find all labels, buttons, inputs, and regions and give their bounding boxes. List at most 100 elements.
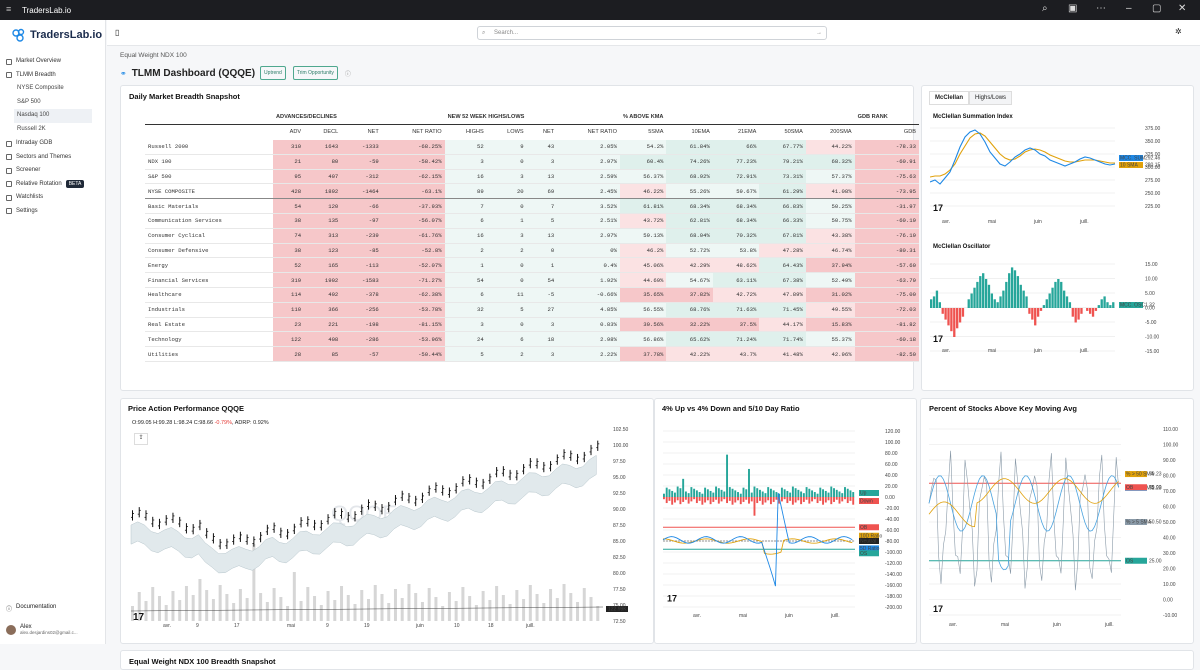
sidebar-item-screener[interactable]: Screener <box>0 164 106 178</box>
column-header[interactable]: NET RATIO <box>587 129 617 136</box>
summation-chart[interactable]: 375.00 350.00 325.00 300.00 275.00 250.00 225.… <box>930 122 1190 234</box>
close-icon[interactable]: ✕ <box>1178 3 1187 14</box>
table-row[interactable]: Russell 2000 310 1643 -1333 -68.25% 52 9 43 2.05… <box>145 139 919 155</box>
table-cell: 68.76% <box>666 302 713 318</box>
down-bar <box>704 497 707 503</box>
table-cell: 53.8% <box>712 243 760 258</box>
ratio-chart[interactable]: 120.00 100.00 80.00 60.00 40.00 20.00 0.00 -20.… <box>655 417 917 643</box>
sidebar-item-market-overview[interactable]: Market Overview <box>0 55 106 69</box>
table-row[interactable]: S&P 500 95 407 -312 -62.15% 16 3 13 2.59% 56.37% 6… <box>145 169 919 184</box>
oscillator-bar <box>958 308 962 323</box>
oscillator-bar <box>944 308 947 320</box>
column-header[interactable]: 10EMA <box>691 129 710 136</box>
tab-mcclellan[interactable]: McClellan <box>929 91 970 105</box>
up-bar <box>824 490 827 497</box>
y-tick: 15.00 <box>1145 262 1158 268</box>
zoom-icon[interactable]: ⌕ <box>1042 3 1048 14</box>
more-icon[interactable]: ⋯ <box>1096 3 1106 14</box>
sidebar-item-label: Screener <box>16 167 41 173</box>
oscillator-bar <box>1100 299 1103 308</box>
table-cell: 54 <box>444 272 487 288</box>
user-menu[interactable]: Alex alex.desjardins02@gmail.c... <box>6 624 78 635</box>
sidebar-item-s-p-500[interactable]: S&P 500 <box>0 96 106 110</box>
sidebar-item-nasdaq-100[interactable]: Nasdaq 100 <box>14 109 92 123</box>
table-row[interactable]: Industrials 110 366 -256 -53.78% 32 5 27 4.85% 56… <box>145 302 919 318</box>
series-label: Up <box>860 491 867 497</box>
sidebar-item-settings[interactable]: Settings <box>0 205 106 219</box>
y-tick: -100.00 <box>885 550 902 556</box>
maximize-icon[interactable]: ▢ <box>1152 3 1162 14</box>
table-cell: 18 <box>526 331 558 347</box>
series-value: 72.23 <box>1149 485 1162 491</box>
table-cell: 3 <box>444 317 487 332</box>
oscillator-bar <box>1071 308 1074 317</box>
mcc-sum-label: MCC. SUM <box>1120 156 1145 162</box>
table-cell: 32 <box>444 302 487 318</box>
oscillator-bar <box>1013 270 1017 308</box>
table-cell: 23 <box>273 317 305 332</box>
tradingview-logo: 17 <box>933 203 943 213</box>
column-header[interactable]: 5SMA <box>648 129 664 136</box>
sidebar-item-russell-2k[interactable]: Russell 2K <box>0 123 106 137</box>
table-row[interactable]: Financial Services 319 1902 -1583 -71.27% 54 0… <box>145 272 919 288</box>
table-cell: 54.67% <box>666 272 713 288</box>
sidebar-item-nyse-composite[interactable]: NYSE Composite <box>0 82 106 96</box>
table-row[interactable]: Consumer Defensive 38 123 -85 -52.8% 2 2 0 0% 46.… <box>145 243 919 258</box>
column-header[interactable]: LOWS <box>507 129 524 136</box>
table-row[interactable]: Healthcare 114 492 -378 -62.38% 6 11 -5 -0.66% 35… <box>145 287 919 303</box>
minimize-icon[interactable]: – <box>1126 3 1132 14</box>
menu-icon[interactable]: ≡ <box>6 4 12 14</box>
table-cell: 62.81% <box>666 213 713 229</box>
column-header[interactable]: 200SMA <box>830 129 852 136</box>
column-header[interactable]: NET <box>543 129 555 136</box>
sidebar-item-sectors-and-themes[interactable]: Sectors and Themes <box>0 151 106 165</box>
column-header[interactable]: DECL <box>323 129 339 136</box>
table-cell: 61.84% <box>666 139 713 155</box>
column-header[interactable]: NET <box>367 129 379 136</box>
column-header[interactable]: ADV <box>289 129 302 136</box>
table-row[interactable]: Technology 122 408 -286 -53.96% 24 6 18 2.98% 56.… <box>145 331 919 347</box>
table-row[interactable]: Communication Services 38 135 -97 -56.07% 6 1 5… <box>145 213 919 229</box>
nav-icon <box>6 154 12 161</box>
share-icon[interactable]: ⇪ <box>134 433 148 445</box>
table-cell: -75.63 <box>854 169 919 184</box>
table-cell: -37.93% <box>381 198 445 214</box>
breadcrumb[interactable]: Equal Weight NDX 100 <box>120 52 187 59</box>
table-row[interactable]: Energy 52 165 -113 -52.07% 1 0 1 0.4% 45.06% 42.29… <box>145 257 919 273</box>
table-row[interactable]: Consumer Cyclical 74 313 -239 -61.76% 16 3 13 2.… <box>145 228 919 244</box>
column-header[interactable]: HIGHS <box>465 129 484 136</box>
y-tick: 100.00 <box>613 443 629 449</box>
sidebar-toggle-icon[interactable]: ▯ <box>115 28 120 37</box>
table-row[interactable]: NYSE COMPOSITE 428 1892 -1464 -63.1% 89 20 69 2.… <box>145 183 919 199</box>
oscillator-bar <box>987 284 991 308</box>
sidebar-item-tlmm-breadth[interactable]: TLMM Breadth <box>0 69 106 83</box>
column-header[interactable]: 21EMA <box>738 129 757 136</box>
mcclellan-panel: McClellan Highs/Lows McClellan Summation … <box>921 85 1194 391</box>
table-cell: 52.49% <box>805 272 855 288</box>
sidebar-item-relative-rotation[interactable]: Relative Rotation BETA <box>0 178 106 192</box>
tab-highs-lows[interactable]: Highs/Lows <box>969 91 1013 105</box>
settings-icon[interactable]: ✲ <box>1175 27 1182 36</box>
logo[interactable]: TradersLab.io <box>12 28 102 42</box>
tradingview-logo: 17 <box>667 594 677 604</box>
column-header[interactable]: NET RATIO <box>412 129 442 136</box>
table-row[interactable]: NDX 100 21 80 -59 -58.42% 3 0 3 2.97% 60.4% 74.26%… <box>145 154 919 170</box>
table-cell: 5 <box>486 302 527 318</box>
documentation-link[interactable]: ⓘ Documentation <box>6 604 56 613</box>
percent-chart[interactable]: 110.00 100.00 90.00 80.00 70.00 60.00 50.00 40.… <box>921 417 1194 643</box>
table-cell: 37.82% <box>666 287 713 303</box>
price-chart[interactable]: 102.50 100.00 97.50 95.00 92.50 90.00 87.50 85.… <box>121 421 655 643</box>
y-tick: 375.00 <box>1145 126 1161 132</box>
sidebar-item-intraday-gdb[interactable]: Intraday GDB <box>0 137 106 151</box>
sidebar-item-watchlists[interactable]: Watchlists <box>0 191 106 205</box>
column-header[interactable]: GDB <box>903 129 916 136</box>
table-cell: NDX 100 <box>148 158 172 166</box>
search-input[interactable]: ⌕ Search... → <box>477 26 827 40</box>
extension-icon[interactable]: ▣ <box>1068 3 1078 14</box>
table-row[interactable]: Utilities 28 85 -57 -50.44% 5 2 3 2.22% 37.78% 42.… <box>145 346 919 362</box>
oscillator-chart[interactable]: 15.00 10.00 5.00 0.00 -5.00 -10.00 -15.00 MCC. … <box>930 254 1190 358</box>
info-icon[interactable]: ⓘ <box>344 71 351 78</box>
column-header[interactable]: 50SMA <box>784 129 803 136</box>
table-row[interactable]: Real Estate 23 221 -198 -81.15% 3 0 3 0.83% 30.56… <box>145 317 919 332</box>
table-row[interactable]: Basic Materials 54 120 -66 -37.93% 7 0 7 3.52% 61… <box>145 198 919 214</box>
